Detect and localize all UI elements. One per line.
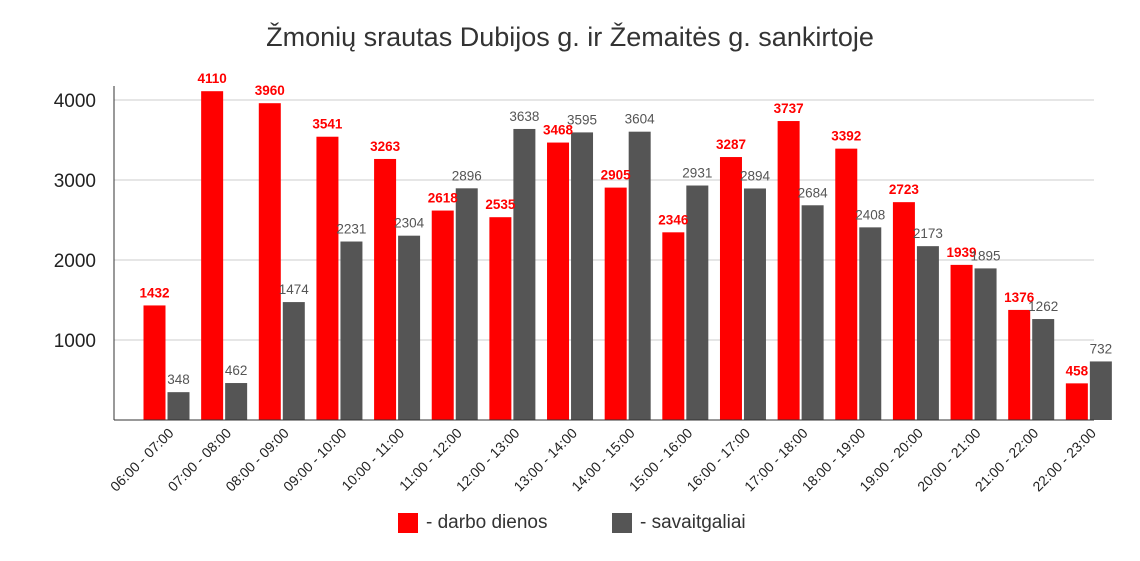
bar-weekends [398,235,421,420]
legend: - darbo dienos - savaitgaliai [0,512,1140,542]
data-label-weekdays: 2723 [889,182,920,197]
bar-weekdays [777,121,800,420]
data-label-weekdays: 3960 [255,83,285,98]
bar-weekdays [547,142,570,420]
data-label-weekdays: 3263 [370,139,401,154]
bar-weekends [974,268,997,420]
bar-weekdays [835,148,858,420]
legend-item-weekends: - savaitgaliai [612,512,746,534]
chart-title: Žmonių srautas Dubijos g. ir Žemaitės g.… [266,22,874,52]
legend-swatch-weekdays [398,513,418,533]
bar-weekdays [143,305,166,420]
bar-weekends [628,131,651,420]
data-label-weekdays: 3287 [716,137,746,152]
data-label-weekends: 2304 [394,216,425,231]
legend-label-weekends: - savaitgaliai [640,512,746,533]
y-tick-label: 3000 [54,171,96,192]
bar-weekdays [892,202,915,420]
bar-weekends [225,383,248,420]
data-label-weekends: 2931 [682,166,712,181]
bar-weekdays [489,217,512,420]
data-label-weekends: 1474 [279,282,310,297]
data-label-weekdays: 3392 [831,129,861,144]
legend-swatch-weekends [612,513,632,533]
data-label-weekends: 2173 [913,226,943,241]
bar-weekdays [201,91,224,420]
bar-weekdays [258,103,281,420]
bar-weekends [743,188,766,420]
bar-weekdays [719,157,742,421]
bar-weekends [340,241,363,420]
bar-weekdays [431,210,454,420]
data-label-weekdays: 458 [1066,363,1089,378]
data-label-weekends: 3595 [567,112,597,127]
legend-item-weekdays: - darbo dienos [398,512,547,534]
data-label-weekends: 2408 [855,207,885,222]
data-label-weekdays: 2346 [658,212,689,227]
data-label-weekdays: 2905 [601,168,632,183]
bar-weekdays [1008,309,1031,420]
data-label-weekends: 3638 [509,109,539,124]
data-label-weekdays: 1939 [947,245,977,260]
bar-weekdays [1065,383,1088,420]
bar-weekdays [374,158,397,420]
y-tick-label: 2000 [54,251,96,272]
data-label-weekdays: 1432 [139,285,169,300]
y-tick-label: 4000 [54,91,96,112]
data-label-weekends: 732 [1090,341,1113,356]
bar-weekdays [316,136,339,420]
bar-weekdays [604,187,627,420]
data-label-weekdays: 3468 [543,123,574,138]
bar-weekends [916,246,939,420]
data-label-weekdays: 3737 [774,101,804,116]
data-label-weekends: 2894 [740,168,771,183]
data-label-weekdays: 2618 [428,191,459,206]
data-label-weekends: 1262 [1028,299,1058,314]
bar-weekends [167,392,190,420]
bar-weekends [1089,361,1112,420]
bar-weekends [859,227,882,420]
bar-weekdays [662,232,685,420]
data-labels: 1432348411046239601474354122313263230426… [139,71,1112,387]
bar-weekends [1032,319,1055,420]
bar-weekdays [950,264,973,420]
data-label-weekends: 462 [225,363,248,378]
bar-weekends [801,205,824,420]
data-label-weekdays: 1376 [1004,290,1035,305]
bar-weekends [455,188,478,420]
data-label-weekends: 2684 [798,185,829,200]
data-label-weekends: 2896 [452,168,482,183]
bar-weekends [513,128,536,420]
data-label-weekdays: 3541 [312,117,343,132]
y-tick-label: 1000 [54,331,96,352]
data-label-weekdays: 2535 [485,197,516,212]
data-label-weekends: 2231 [336,222,366,237]
bar-weekends [282,302,305,420]
bar-weekends [571,132,594,420]
bar-weekends [686,185,709,420]
data-label-weekdays: 4110 [197,71,226,86]
bars [143,91,1112,421]
legend-label-weekdays: - darbo dienos [426,512,548,533]
data-label-weekends: 348 [167,372,190,387]
data-label-weekends: 3604 [625,112,656,127]
data-label-weekends: 1895 [971,248,1001,263]
